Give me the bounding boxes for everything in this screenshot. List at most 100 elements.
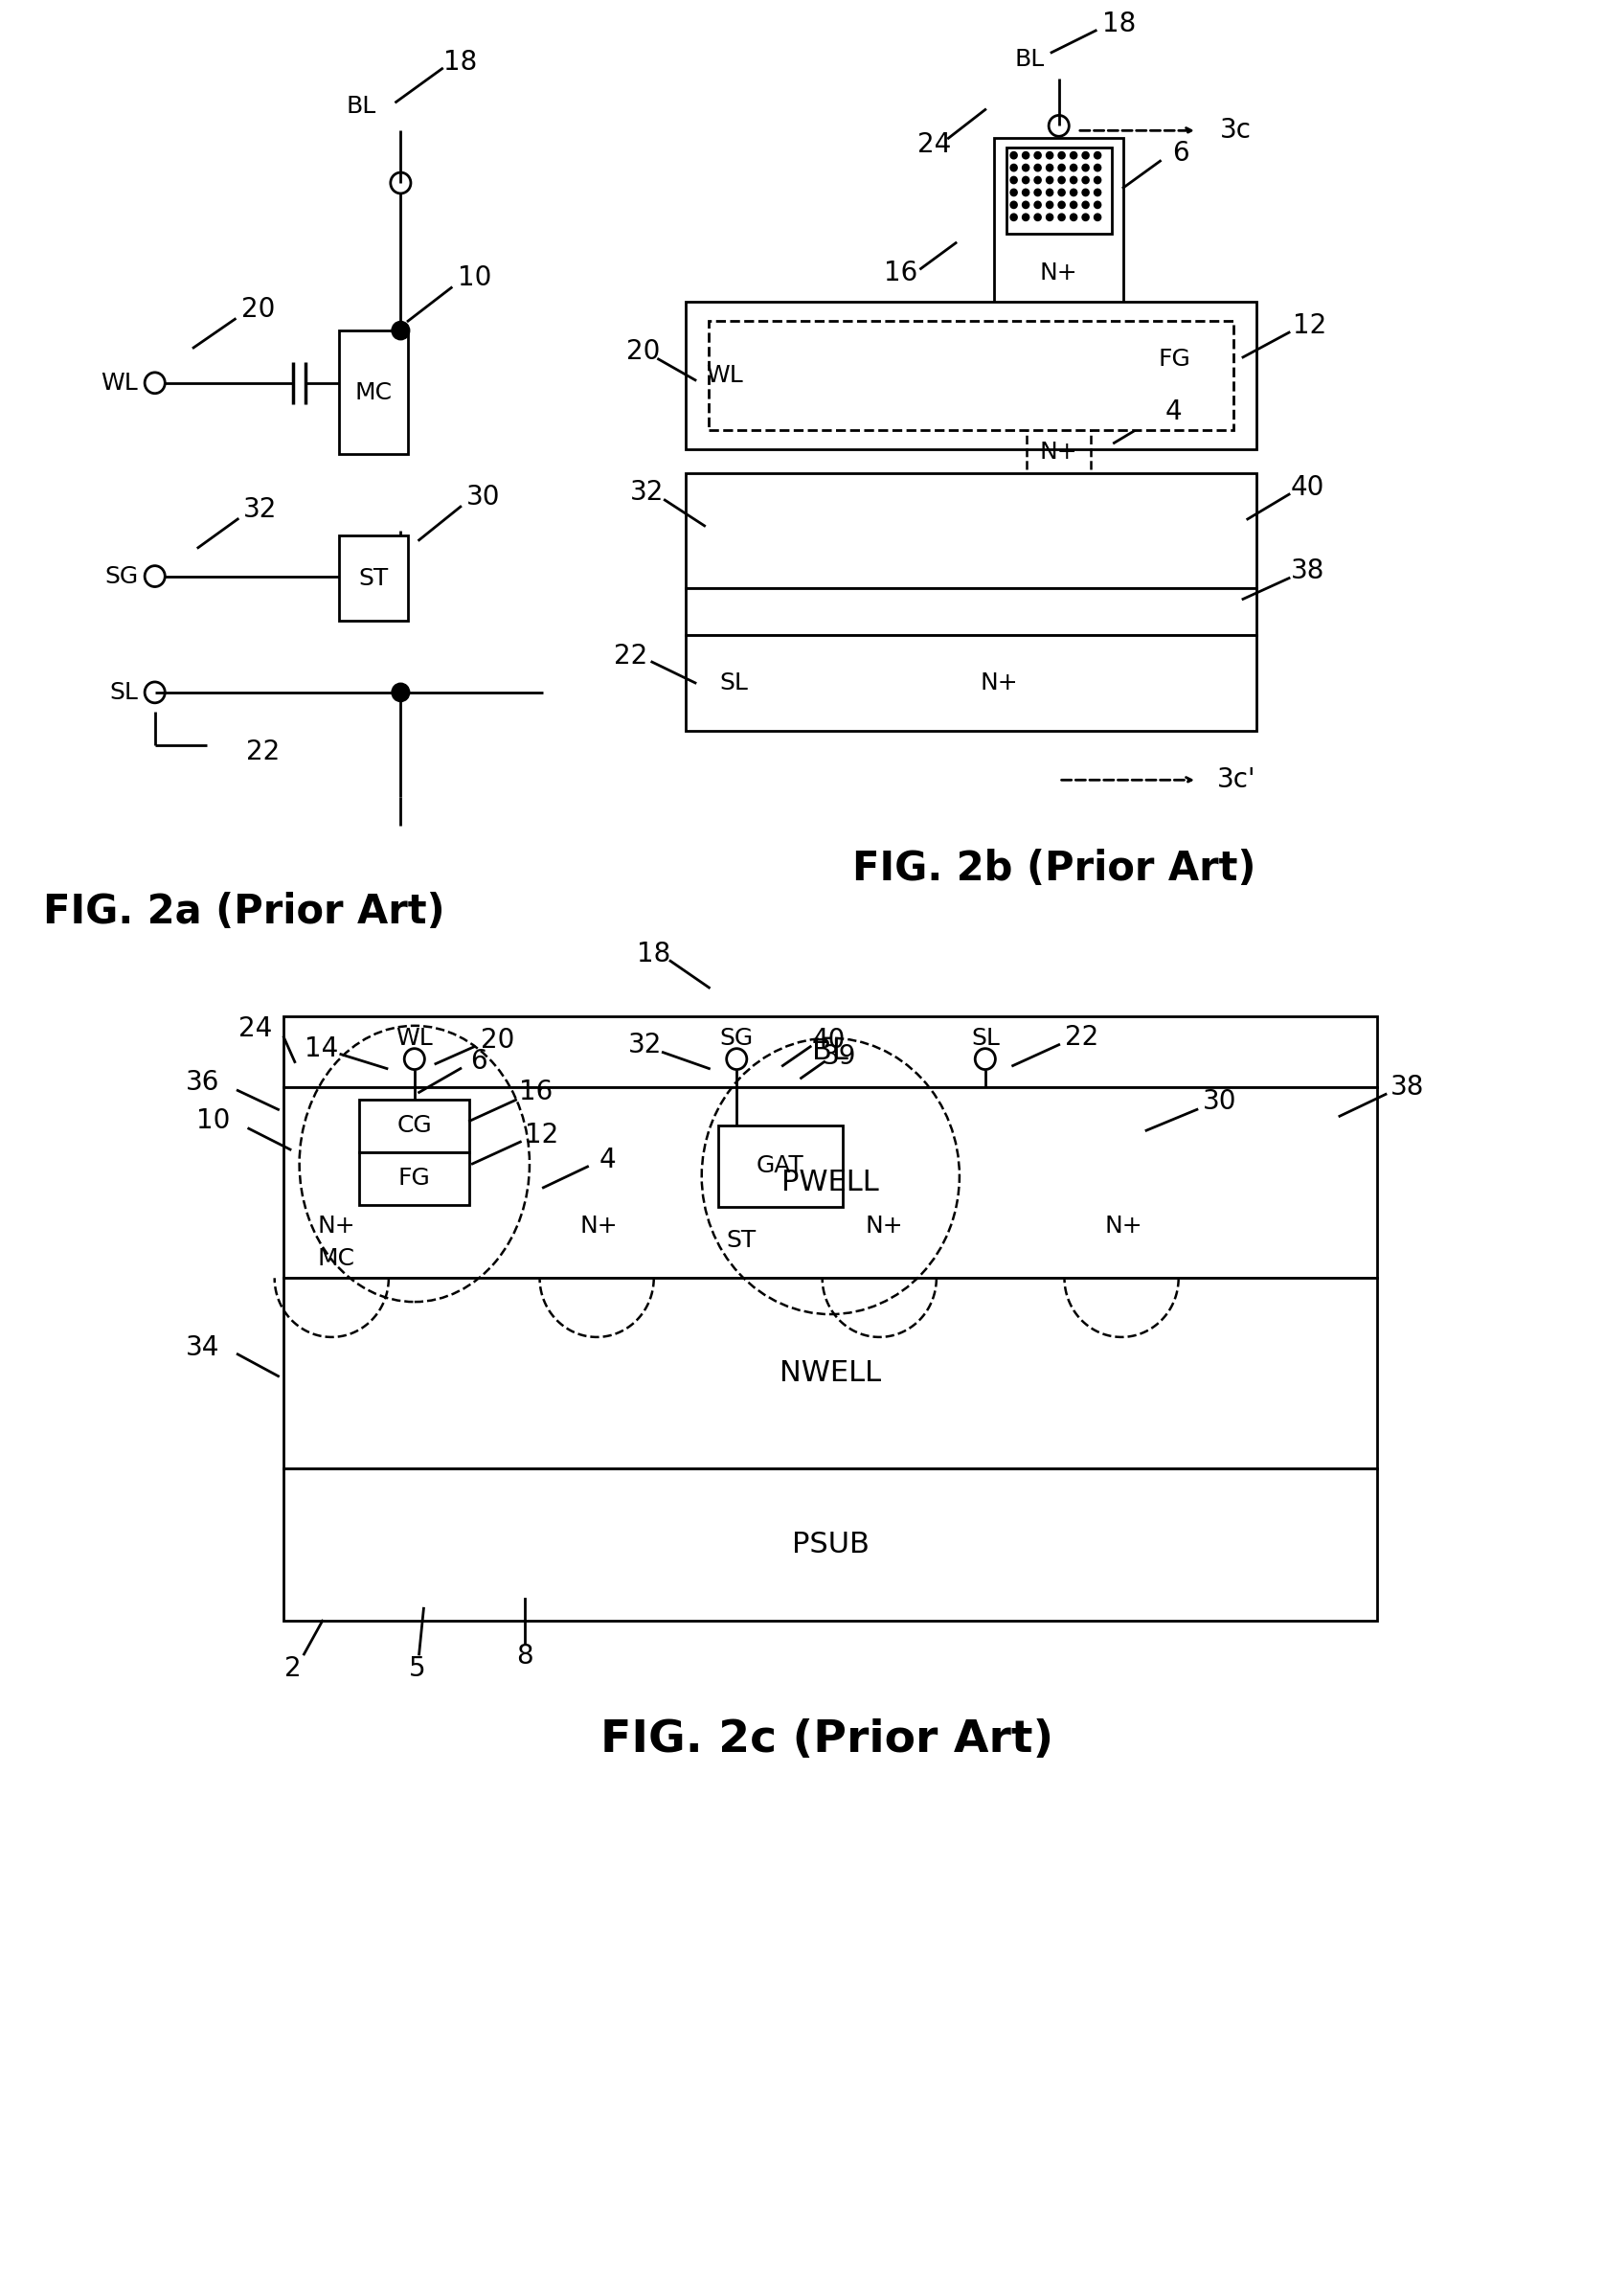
Text: BL: BL: [1014, 48, 1045, 71]
Text: 4: 4: [599, 1146, 616, 1173]
Bar: [709, 321, 1234, 432]
Text: 4: 4: [1165, 397, 1183, 425]
Circle shape: [1022, 214, 1029, 220]
Bar: [685, 303, 1257, 450]
Text: SL: SL: [109, 682, 138, 705]
Circle shape: [1022, 191, 1029, 195]
Text: 6: 6: [470, 1047, 488, 1075]
Text: BL: BL: [347, 94, 376, 119]
Circle shape: [1035, 152, 1040, 158]
Text: 8: 8: [517, 1642, 533, 1669]
Text: WL: WL: [101, 372, 138, 395]
Bar: [719, 1125, 843, 1208]
Text: 3c': 3c': [1217, 767, 1257, 794]
Text: 12: 12: [525, 1123, 559, 1148]
Circle shape: [1071, 165, 1077, 170]
Text: 20: 20: [241, 296, 274, 324]
Text: FG: FG: [1157, 347, 1191, 370]
Text: 18: 18: [637, 941, 671, 967]
Text: 22: 22: [615, 643, 648, 670]
Bar: [1006, 147, 1111, 234]
Text: 30: 30: [467, 484, 501, 510]
Text: 18: 18: [443, 48, 477, 76]
Bar: [685, 636, 1257, 730]
Bar: [339, 331, 408, 455]
Bar: [284, 1279, 1377, 1469]
Circle shape: [1035, 202, 1040, 207]
Text: 40: 40: [812, 1026, 846, 1054]
Circle shape: [1046, 202, 1053, 207]
Text: 6: 6: [1172, 140, 1189, 168]
Circle shape: [1022, 165, 1029, 170]
Circle shape: [1071, 202, 1077, 207]
Text: N+: N+: [1040, 262, 1079, 285]
Circle shape: [1059, 214, 1064, 220]
Circle shape: [392, 321, 409, 340]
Bar: [685, 473, 1257, 588]
Circle shape: [1011, 177, 1016, 184]
Circle shape: [1059, 202, 1064, 207]
Circle shape: [1059, 165, 1064, 170]
Circle shape: [1095, 165, 1101, 170]
Circle shape: [1095, 152, 1101, 158]
Circle shape: [1046, 191, 1053, 195]
Text: 34: 34: [186, 1334, 220, 1362]
Circle shape: [1011, 152, 1016, 158]
Text: NWELL: NWELL: [780, 1359, 881, 1387]
Text: 39: 39: [823, 1042, 857, 1070]
Text: BL: BL: [812, 1038, 849, 1065]
Circle shape: [1035, 165, 1040, 170]
Circle shape: [1095, 177, 1101, 184]
Text: 5: 5: [409, 1655, 425, 1683]
Text: 12: 12: [1292, 312, 1326, 340]
Circle shape: [1035, 214, 1040, 220]
Bar: [339, 535, 408, 620]
Circle shape: [1083, 152, 1088, 158]
Circle shape: [1011, 165, 1016, 170]
Text: 20: 20: [626, 338, 660, 365]
Circle shape: [1011, 202, 1016, 207]
Text: SG: SG: [721, 1026, 753, 1049]
Circle shape: [1083, 177, 1088, 184]
Text: N+: N+: [1040, 441, 1079, 464]
Text: SL: SL: [971, 1026, 1000, 1049]
Text: 14: 14: [305, 1035, 339, 1063]
Circle shape: [1083, 202, 1088, 207]
Text: 3c: 3c: [1220, 117, 1252, 145]
Text: ST: ST: [358, 567, 388, 590]
Circle shape: [1046, 152, 1053, 158]
Text: WL: WL: [706, 363, 743, 386]
Text: 10: 10: [196, 1107, 231, 1134]
Circle shape: [1071, 152, 1077, 158]
Circle shape: [1046, 177, 1053, 184]
Circle shape: [1095, 191, 1101, 195]
Text: PSUB: PSUB: [791, 1531, 870, 1559]
Circle shape: [1083, 165, 1088, 170]
Text: ST: ST: [727, 1228, 756, 1251]
Bar: [284, 1469, 1377, 1621]
Text: CG: CG: [396, 1114, 432, 1137]
Text: SL: SL: [719, 670, 748, 693]
Text: 36: 36: [186, 1070, 220, 1095]
Text: 32: 32: [631, 480, 664, 505]
Circle shape: [1059, 177, 1064, 184]
Text: 38: 38: [1290, 558, 1324, 583]
Circle shape: [1083, 214, 1088, 220]
Text: N+: N+: [1104, 1215, 1143, 1238]
Circle shape: [1083, 191, 1088, 195]
Bar: [995, 138, 1123, 310]
Text: N+: N+: [865, 1215, 904, 1238]
Text: 32: 32: [628, 1031, 661, 1058]
Text: 38: 38: [1390, 1075, 1424, 1102]
Text: FG: FG: [398, 1166, 430, 1189]
Text: 16: 16: [518, 1079, 552, 1107]
Circle shape: [1011, 191, 1016, 195]
Bar: [360, 1153, 470, 1205]
Text: 40: 40: [1290, 475, 1324, 501]
Text: 10: 10: [457, 264, 491, 292]
Bar: [284, 1088, 1377, 1279]
Circle shape: [1022, 152, 1029, 158]
Circle shape: [1046, 165, 1053, 170]
Circle shape: [1071, 191, 1077, 195]
Text: FIG. 2b (Prior Art): FIG. 2b (Prior Art): [852, 850, 1257, 889]
